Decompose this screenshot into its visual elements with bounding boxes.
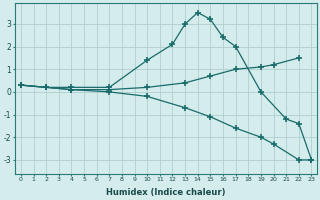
X-axis label: Humidex (Indice chaleur): Humidex (Indice chaleur) [106, 188, 225, 197]
